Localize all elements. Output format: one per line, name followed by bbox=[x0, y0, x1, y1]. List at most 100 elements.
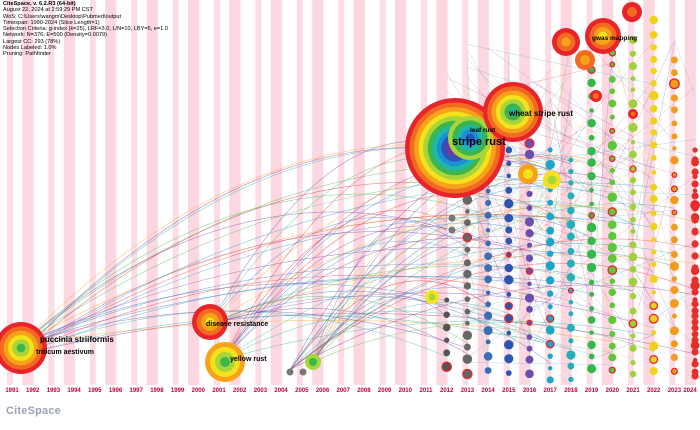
keyword-node[interactable] bbox=[669, 261, 680, 271]
keyword-node[interactable] bbox=[525, 229, 534, 238]
keyword-node-disease-resistance[interactable] bbox=[192, 304, 228, 340]
keyword-node[interactable] bbox=[567, 192, 575, 200]
keyword-node[interactable] bbox=[463, 269, 472, 279]
keyword-node[interactable] bbox=[650, 154, 657, 161]
keyword-node[interactable] bbox=[526, 242, 533, 248]
keyword-node[interactable] bbox=[691, 228, 699, 236]
keyword-node[interactable] bbox=[504, 263, 514, 273]
keyword-node[interactable] bbox=[506, 173, 512, 179]
keyword-node[interactable] bbox=[649, 31, 658, 39]
keyword-node[interactable] bbox=[545, 325, 555, 335]
keyword-node[interactable] bbox=[462, 232, 473, 243]
keyword-node[interactable] bbox=[485, 240, 491, 247]
keyword-node[interactable] bbox=[608, 353, 617, 362]
keyword-node[interactable] bbox=[464, 308, 471, 315]
keyword-node[interactable] bbox=[628, 122, 638, 133]
keyword-node[interactable] bbox=[568, 338, 574, 344]
keyword-node[interactable] bbox=[504, 354, 514, 364]
keyword-node[interactable] bbox=[608, 366, 616, 374]
keyword-node[interactable] bbox=[691, 204, 699, 212]
keyword-node[interactable] bbox=[547, 147, 553, 153]
keyword-node[interactable] bbox=[485, 301, 491, 308]
keyword-node[interactable] bbox=[545, 237, 555, 247]
keyword-node-puccinia-striiformis[interactable] bbox=[0, 322, 47, 374]
keyword-node[interactable] bbox=[483, 352, 493, 361]
keyword-node[interactable] bbox=[671, 276, 678, 282]
keyword-node[interactable] bbox=[526, 334, 533, 340]
keyword-node[interactable] bbox=[484, 211, 492, 219]
keyword-node[interactable] bbox=[526, 305, 533, 313]
keyword-node[interactable] bbox=[425, 290, 439, 304]
keyword-node[interactable] bbox=[648, 313, 659, 324]
keyword-node[interactable] bbox=[608, 99, 617, 108]
keyword-node[interactable] bbox=[465, 209, 470, 214]
keyword-node[interactable] bbox=[587, 118, 596, 128]
keyword-node[interactable] bbox=[587, 158, 596, 167]
keyword-node[interactable] bbox=[670, 236, 678, 244]
keyword-node[interactable] bbox=[649, 366, 658, 375]
keyword-node[interactable] bbox=[566, 350, 576, 360]
keyword-label-leaf-rust[interactable]: leaf rust bbox=[470, 127, 496, 134]
keyword-node[interactable] bbox=[552, 28, 580, 56]
keyword-node[interactable] bbox=[628, 277, 638, 287]
keyword-label-puccinia-striiformis[interactable]: puccinia striiformis bbox=[40, 335, 114, 344]
keyword-node[interactable] bbox=[609, 114, 615, 120]
keyword-node[interactable] bbox=[649, 341, 659, 351]
keyword-node[interactable] bbox=[629, 293, 637, 300]
keyword-node[interactable] bbox=[448, 214, 456, 222]
keyword-node[interactable] bbox=[649, 301, 659, 310]
keyword-node[interactable] bbox=[525, 355, 534, 364]
keyword-node[interactable] bbox=[504, 340, 514, 350]
keyword-node[interactable] bbox=[607, 192, 618, 202]
keyword-node[interactable] bbox=[588, 211, 596, 219]
keyword-node[interactable] bbox=[547, 304, 553, 310]
keyword-node[interactable] bbox=[462, 195, 473, 205]
keyword-node[interactable] bbox=[630, 76, 636, 82]
keyword-node[interactable] bbox=[649, 194, 658, 203]
keyword-node[interactable] bbox=[628, 319, 638, 328]
keyword-node[interactable] bbox=[650, 44, 657, 51]
keyword-label-yellow-rust[interactable]: yellow rust bbox=[230, 356, 267, 363]
keyword-node[interactable] bbox=[630, 228, 636, 234]
keyword-node[interactable] bbox=[589, 201, 594, 207]
keyword-node[interactable] bbox=[628, 252, 638, 262]
keyword-node[interactable] bbox=[670, 106, 678, 114]
keyword-node[interactable] bbox=[547, 353, 553, 359]
keyword-node[interactable] bbox=[505, 146, 513, 154]
keyword-node[interactable] bbox=[442, 323, 451, 332]
keyword-node[interactable] bbox=[650, 141, 658, 149]
keyword-node[interactable] bbox=[546, 376, 554, 384]
keyword-node[interactable] bbox=[589, 330, 594, 335]
keyword-node[interactable] bbox=[443, 349, 451, 357]
keyword-node[interactable] bbox=[586, 249, 597, 259]
keyword-node[interactable] bbox=[651, 289, 656, 295]
keyword-node[interactable] bbox=[588, 134, 595, 141]
keyword-node[interactable] bbox=[484, 367, 492, 374]
keyword-node[interactable] bbox=[650, 55, 658, 64]
keyword-node[interactable] bbox=[651, 249, 657, 255]
keyword-node[interactable] bbox=[607, 265, 618, 276]
keyword-node[interactable] bbox=[546, 314, 555, 323]
keyword-node[interactable] bbox=[463, 282, 472, 290]
keyword-node[interactable] bbox=[505, 226, 513, 234]
keyword-node[interactable] bbox=[630, 333, 636, 339]
keyword-node[interactable] bbox=[586, 222, 597, 233]
keyword-node[interactable] bbox=[526, 345, 533, 352]
keyword-node[interactable] bbox=[547, 366, 553, 371]
keyword-node[interactable] bbox=[609, 167, 615, 174]
keyword-node[interactable] bbox=[441, 361, 452, 373]
keyword-node[interactable] bbox=[568, 180, 574, 186]
keyword-node[interactable] bbox=[589, 108, 594, 113]
keyword-node[interactable] bbox=[463, 219, 471, 227]
keyword-node[interactable] bbox=[608, 342, 616, 350]
keyword-node[interactable] bbox=[691, 276, 699, 284]
keyword-node[interactable] bbox=[504, 275, 514, 285]
keyword-node[interactable] bbox=[690, 280, 700, 291]
keyword-node[interactable] bbox=[465, 320, 470, 326]
keyword-node[interactable] bbox=[630, 216, 636, 223]
keyword-node[interactable] bbox=[691, 168, 699, 176]
keyword-node[interactable] bbox=[692, 147, 698, 153]
keyword-node[interactable] bbox=[607, 140, 618, 151]
keyword-node[interactable] bbox=[526, 205, 533, 211]
keyword-node[interactable] bbox=[691, 312, 699, 320]
